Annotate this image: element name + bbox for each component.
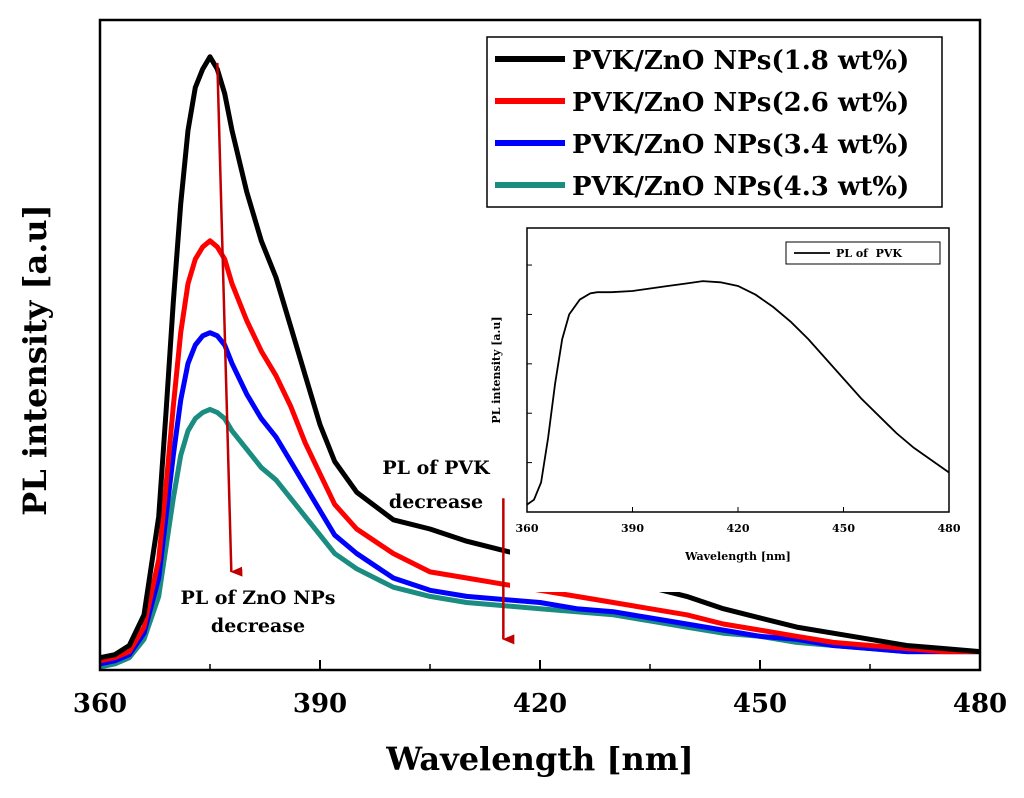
zno-annotation-line-1: PL of ZnO NPs xyxy=(181,587,336,609)
main-annotations: PL of ZnO NPs decrease PL of PVK decreas… xyxy=(181,62,515,645)
inset-background xyxy=(510,222,960,592)
x-tick-label: 390 xyxy=(293,689,347,719)
series-line-2 xyxy=(99,330,980,667)
zno-annotation-line-2: decrease xyxy=(211,615,305,637)
inset-x-tick-label: 450 xyxy=(832,522,855,535)
x-tick-label: 480 xyxy=(953,689,1007,719)
legend-entry: PVK/ZnO NPs(2.6 wt%) xyxy=(495,88,909,118)
inset-curves xyxy=(526,280,950,506)
x-tick-label: 420 xyxy=(513,689,567,719)
main-curves xyxy=(99,54,981,670)
x-tick-label: 450 xyxy=(733,689,787,719)
legend-entry: PVK/ZnO NPs(4.3 wt%) xyxy=(495,172,909,202)
legend-box xyxy=(486,36,943,208)
inset-legend-box xyxy=(785,241,941,265)
legend-label-3-4: PVK/ZnO NPs(3.4 wt%) xyxy=(572,130,909,160)
inset-x-tick-label: 420 xyxy=(727,522,750,535)
legend-label-4-3: PVK/ZnO NPs(4.3 wt%) xyxy=(572,172,909,202)
inset-y-axis xyxy=(527,264,532,464)
series-line-0 xyxy=(99,54,981,661)
zno-decrease-arrow xyxy=(216,62,243,577)
main-chart: PL of ZnO NPs decrease PL of PVK decreas… xyxy=(16,18,1007,778)
inset-legend: PL of PVK xyxy=(785,241,941,265)
main-x-axis: 360 390 420 450 480 xyxy=(73,660,1007,719)
main-y-axis-label: PL intensity [a.u] xyxy=(16,204,54,516)
legend-label-1-8: PVK/ZnO NPs(1.8 wt%) xyxy=(572,46,909,76)
inset-x-axis-label: Wavelength [nm] xyxy=(684,550,791,563)
inset-y-axis-label: PL intensity [a.u] xyxy=(490,316,503,423)
inset-x-tick-label: 360 xyxy=(516,522,539,535)
inset-x-axis: 360 390 420 450 480 xyxy=(516,507,961,535)
legend-entry: PVK/ZnO NPs(3.4 wt%) xyxy=(495,130,909,160)
inset-chart: 360 390 420 450 480 Wavelength [nm] PL inten… xyxy=(490,222,961,592)
inset-x-tick-label: 480 xyxy=(938,522,961,535)
inset-series-line xyxy=(526,280,950,506)
series-line-1 xyxy=(99,238,980,664)
main-x-axis-label: Wavelength [nm] xyxy=(385,740,694,778)
pvk-annotation-line-2: decrease xyxy=(389,491,483,513)
legend-entry: PVK/ZnO NPs(1.8 wt%) xyxy=(495,46,909,76)
x-tick-label: 360 xyxy=(73,689,127,719)
inset-x-tick-label: 390 xyxy=(621,522,644,535)
pvk-annotation-line-1: PL of PVK xyxy=(382,457,491,479)
legend-label-2-6: PVK/ZnO NPs(2.6 wt%) xyxy=(572,88,909,118)
inset-legend-label: PL of PVK xyxy=(836,247,902,260)
main-legend: PVK/ZnO NPs(1.8 wt%) PVK/ZnO NPs(2.6 wt%… xyxy=(486,36,943,208)
